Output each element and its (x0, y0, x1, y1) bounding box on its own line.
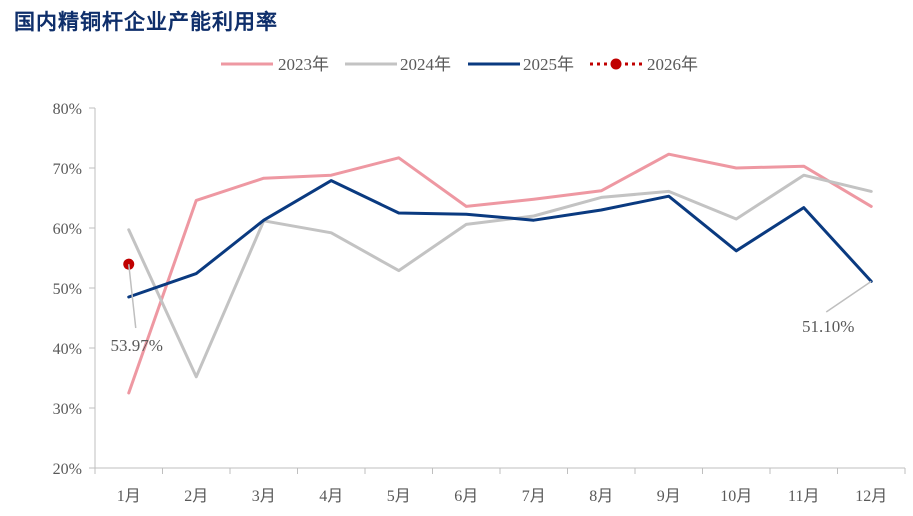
y-tick-label: 20% (53, 461, 82, 478)
legend-label: 2025年 (523, 55, 574, 74)
series-line-2 (127, 179, 873, 299)
x-tick-label: 7月 (522, 488, 546, 505)
y-tick-label: 40% (53, 341, 82, 358)
annotation-label: 51.10% (802, 317, 854, 336)
y-tick-label: 80% (53, 101, 82, 118)
x-tick-label: 12月 (855, 488, 887, 505)
legend-label: 2024年 (400, 55, 451, 74)
legend-swatch-marker (610, 58, 622, 70)
x-tick-label: 4月 (319, 488, 343, 505)
chart-title: 国内精铜杆企业产能利用率 (14, 10, 278, 34)
y-tick-label: 30% (53, 401, 82, 418)
x-tick-label: 1月 (117, 488, 141, 505)
annotation-label: 53.97% (111, 336, 163, 355)
x-tick-label: 5月 (387, 488, 411, 505)
x-tick-label: 2月 (184, 488, 208, 505)
annotation-leader-line (128, 264, 137, 329)
legend-label: 2026年 (647, 55, 698, 74)
y-tick-label: 70% (53, 161, 82, 178)
y-tick-label: 50% (53, 281, 82, 298)
x-tick-label: 6月 (454, 488, 478, 505)
series-line-1 (127, 173, 873, 379)
x-tick-label: 10月 (720, 488, 752, 505)
x-tick-label: 8月 (589, 488, 613, 505)
x-tick-label: 9月 (657, 488, 681, 505)
annotation-leader-line (825, 280, 872, 313)
legend-label: 2023年 (278, 55, 329, 74)
y-tick-label: 60% (53, 221, 82, 238)
x-tick-label: 3月 (252, 488, 276, 505)
x-tick-label: 11月 (788, 488, 819, 505)
series-line-0 (127, 152, 873, 395)
